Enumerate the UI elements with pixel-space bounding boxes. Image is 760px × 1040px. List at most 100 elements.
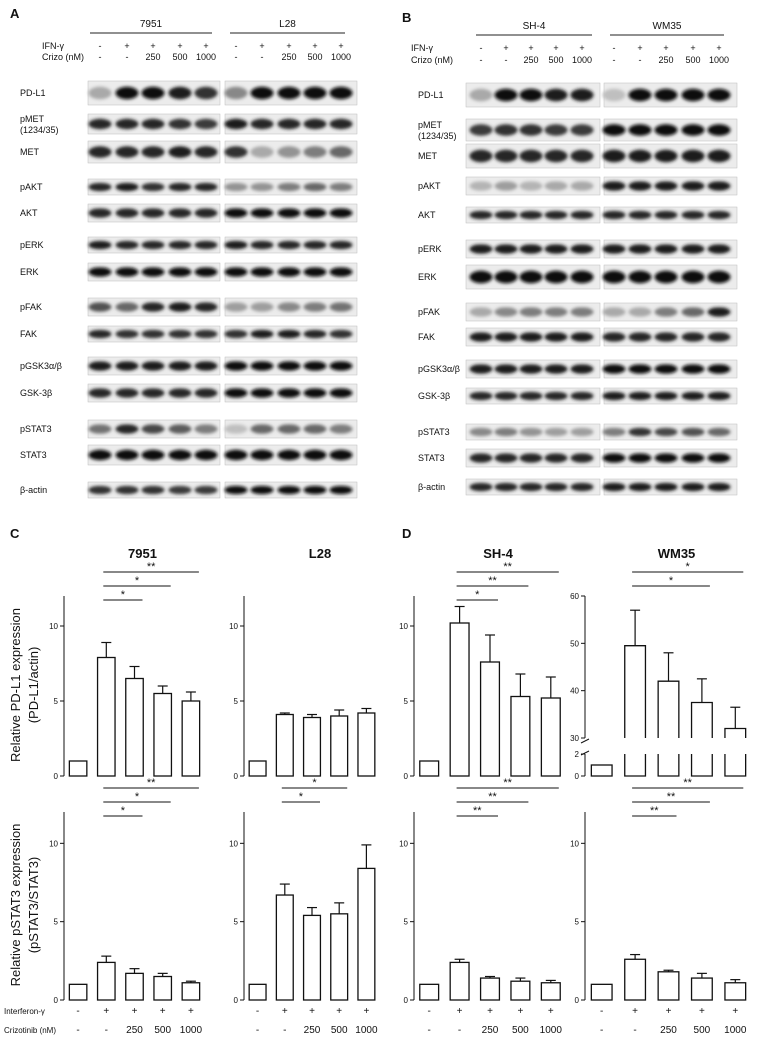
blot-band (570, 124, 594, 136)
blot-band (519, 124, 543, 136)
y-tick-label: 5 (404, 918, 409, 927)
blot-band (519, 149, 543, 163)
crizo-lane-dose: 1000 (709, 55, 729, 65)
blot-row-label: ERK (418, 272, 437, 282)
x-legend-ifn-sign: + (699, 1006, 705, 1017)
x-legend-ifn-sign: + (517, 1006, 523, 1017)
blot-band (494, 391, 518, 401)
bar (449, 622, 470, 777)
blot-row-label: pSTAT3 (418, 427, 450, 437)
blot-band (570, 88, 594, 102)
ifn-header-label: IFN-γ (42, 41, 64, 51)
blot-row-label: STAT3 (418, 453, 445, 463)
blot-band (224, 302, 248, 312)
significance-star: ** (473, 805, 482, 817)
significance-star: ** (650, 805, 659, 817)
blot-band (494, 181, 518, 191)
blot-band (707, 210, 731, 220)
bar (68, 760, 88, 777)
blot-band (570, 364, 594, 374)
blot-band (194, 485, 218, 495)
bar (68, 983, 88, 1001)
blot-band (88, 118, 112, 130)
y-tick-label: 2 (575, 750, 580, 759)
blot-band (303, 302, 327, 312)
blot-band (224, 388, 248, 398)
blot-band (654, 332, 678, 342)
x-legend-crizo-dose: 250 (482, 1025, 499, 1036)
y-tick-label: 10 (49, 839, 58, 848)
crizo-lane-dose: - (261, 52, 264, 62)
blot-row-label: AKT (418, 210, 436, 220)
y-tick-label: 0 (54, 772, 59, 781)
blot-band (602, 149, 626, 163)
blot-band (194, 86, 218, 100)
x-legend-crizo-dose: - (105, 1025, 108, 1036)
blot-band (544, 88, 568, 102)
y-tick-label: 0 (575, 772, 580, 781)
x-legend-crizo-dose: - (633, 1025, 636, 1036)
bar (330, 913, 349, 1001)
blot-band (544, 364, 568, 374)
blot-band (224, 182, 248, 192)
blot-band (329, 485, 353, 495)
ifn-lane-sign: + (286, 41, 291, 51)
crizo-lane-dose: - (505, 55, 508, 65)
blot-band (707, 244, 731, 254)
blot-band (469, 453, 493, 463)
bar (302, 716, 322, 777)
crizo-lane-dose: - (613, 55, 616, 65)
blot-band (469, 427, 493, 437)
blot-band (707, 364, 731, 374)
blot-band (141, 208, 165, 218)
blot-band (303, 449, 327, 461)
bar (357, 712, 376, 777)
significance-star: ** (503, 777, 512, 789)
blot-band (141, 182, 165, 192)
bar (275, 713, 294, 777)
blot-band (570, 427, 594, 437)
blot-band (681, 482, 705, 492)
bar (479, 661, 501, 777)
blot-band (494, 210, 518, 220)
blot-band (654, 364, 678, 374)
blot-band (519, 210, 543, 220)
blot-band (329, 449, 353, 461)
blot-band (681, 364, 705, 374)
blot-band (277, 424, 301, 434)
blot-band (570, 149, 594, 163)
blot-band (224, 485, 248, 495)
blot-band (141, 388, 165, 398)
blot-band (141, 146, 165, 158)
blot-band (168, 424, 192, 434)
significance-star: ** (488, 575, 497, 587)
y-tick-label: 0 (234, 996, 239, 1005)
blot-band (277, 86, 301, 100)
x-legend-ifn-sign: + (336, 1006, 342, 1017)
y-tick-label: 0 (404, 772, 409, 781)
bar-chart-6: 0 5 10 ** ** ** (399, 777, 561, 1005)
y-tick-label: 5 (234, 918, 239, 927)
blot-row-label: pAKT (418, 181, 441, 191)
crizo-lane-dose: 250 (145, 52, 160, 62)
blot-band (168, 449, 192, 461)
x-legend-crizo-dose: 500 (331, 1025, 348, 1036)
blot-band (168, 302, 192, 312)
significance-star: ** (667, 791, 676, 803)
blot-row-label: MET (418, 151, 438, 161)
bar (590, 764, 613, 777)
significance-star: * (135, 575, 140, 587)
bar (125, 677, 144, 777)
bar (690, 701, 713, 738)
blot-row-label: pFAK (418, 307, 440, 317)
significance-star: * (686, 561, 691, 573)
blot-band (544, 482, 568, 492)
ifn-lane-sign: - (99, 41, 102, 51)
blot-band (654, 453, 678, 463)
blot-band (250, 485, 274, 495)
y-tick-label: 5 (54, 697, 59, 706)
blot-band (303, 361, 327, 371)
bar (724, 982, 747, 1001)
bar (690, 977, 713, 1001)
blot-band (329, 146, 353, 158)
